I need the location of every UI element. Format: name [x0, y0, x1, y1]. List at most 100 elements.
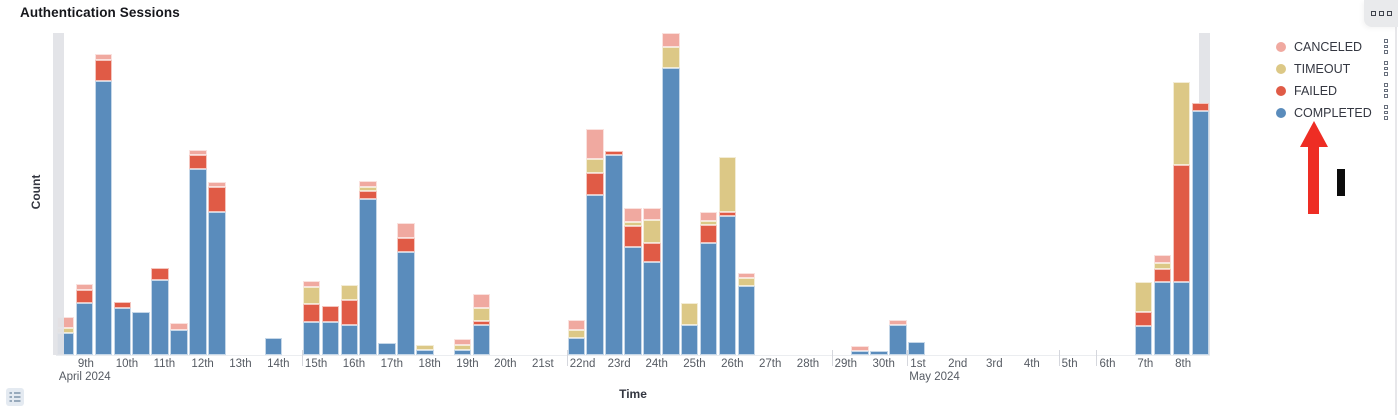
- bar-segment-canceled[interactable]: [699, 212, 718, 221]
- bar-segment-completed[interactable]: [378, 343, 396, 355]
- bar-segment-timeout[interactable]: [586, 159, 604, 173]
- bar-segment-completed[interactable]: [75, 303, 94, 355]
- bar-segment-completed[interactable]: [681, 325, 699, 355]
- bar-segment-canceled[interactable]: [586, 129, 604, 159]
- bar-segment-failed[interactable]: [189, 155, 207, 169]
- bar-segment-failed[interactable]: [94, 60, 112, 81]
- bar-segment-failed[interactable]: [359, 191, 377, 199]
- bar-segment-canceled[interactable]: [643, 208, 661, 220]
- bar-segment-canceled[interactable]: [454, 339, 472, 345]
- bar-segment-completed[interactable]: [662, 68, 680, 355]
- bar-segment-canceled[interactable]: [624, 208, 642, 222]
- bar-segment-completed[interactable]: [908, 342, 926, 355]
- bar-segment-timeout[interactable]: [567, 330, 585, 338]
- bar-segment-failed[interactable]: [643, 243, 661, 262]
- bar-segment-canceled[interactable]: [170, 323, 188, 330]
- bar-segment-completed[interactable]: [851, 351, 869, 355]
- bar-segment-canceled[interactable]: [189, 150, 207, 155]
- bar-segment-failed[interactable]: [113, 302, 131, 308]
- bar-segment-failed[interactable]: [472, 321, 491, 325]
- bar-segment-timeout[interactable]: [662, 47, 680, 68]
- bar-segment-timeout[interactable]: [359, 187, 377, 191]
- bar-segment-timeout[interactable]: [1135, 282, 1153, 312]
- bar-segment-canceled[interactable]: [567, 320, 585, 330]
- bar-segment-completed[interactable]: [302, 322, 321, 355]
- bar-segment-completed[interactable]: [454, 350, 472, 355]
- bar-segment-canceled[interactable]: [397, 223, 415, 238]
- bar-segment-timeout[interactable]: [718, 157, 737, 212]
- bar-segment-completed[interactable]: [1153, 282, 1172, 355]
- bar-segment-failed[interactable]: [1191, 103, 1210, 111]
- bar-segment-timeout[interactable]: [1153, 263, 1172, 269]
- bar-segment-failed[interactable]: [586, 173, 604, 195]
- bar-segment-completed[interactable]: [605, 155, 623, 355]
- bar-segment-failed[interactable]: [340, 300, 358, 325]
- legend-item-options-icon[interactable]: [1384, 83, 1388, 98]
- bar-segment-completed[interactable]: [624, 247, 642, 355]
- bar-segment-failed[interactable]: [321, 306, 339, 322]
- legend-item-canceled[interactable]: CANCELED: [1276, 36, 1396, 58]
- bar-segment-failed[interactable]: [1172, 165, 1191, 282]
- bar-segment-canceled[interactable]: [94, 54, 112, 60]
- bar-segment-timeout[interactable]: [1172, 82, 1191, 165]
- bar-segment-completed[interactable]: [113, 308, 131, 355]
- legend-item-options-icon[interactable]: [1384, 105, 1388, 120]
- bar-segment-failed[interactable]: [1135, 312, 1153, 326]
- bar-segment-timeout[interactable]: [699, 221, 718, 225]
- bar-segment-completed[interactable]: [151, 280, 169, 355]
- bar-segment-completed[interactable]: [643, 262, 661, 355]
- bar-segment-canceled[interactable]: [208, 182, 226, 187]
- bar-segment-completed[interactable]: [132, 312, 150, 355]
- bar-segment-failed[interactable]: [151, 268, 169, 280]
- panel-options-button[interactable]: [1364, 0, 1398, 27]
- bar-segment-canceled[interactable]: [1153, 255, 1172, 263]
- bar-segment-failed[interactable]: [699, 225, 718, 243]
- bar-segment-completed[interactable]: [889, 325, 907, 355]
- bar-segment-canceled[interactable]: [889, 320, 907, 325]
- legend-item-options-icon[interactable]: [1384, 61, 1388, 76]
- bar-segment-timeout[interactable]: [416, 345, 434, 350]
- bar-segment-timeout[interactable]: [472, 308, 491, 321]
- bar-segment-completed[interactable]: [170, 330, 188, 355]
- bar-segment-completed[interactable]: [94, 81, 112, 355]
- bar-segment-canceled[interactable]: [75, 284, 94, 290]
- bar-segment-failed[interactable]: [302, 304, 321, 322]
- bar-segment-timeout[interactable]: [624, 222, 642, 226]
- legend-item-completed[interactable]: COMPLETED: [1276, 102, 1396, 124]
- bar-segment-failed[interactable]: [718, 212, 737, 216]
- bar-segment-completed[interactable]: [870, 351, 888, 355]
- bar-segment-canceled[interactable]: [851, 346, 869, 351]
- bar-segment-canceled[interactable]: [737, 273, 756, 278]
- bar-segment-completed[interactable]: [1135, 326, 1153, 355]
- bar-segment-completed[interactable]: [1191, 111, 1210, 355]
- bar-segment-completed[interactable]: [567, 338, 585, 355]
- bar-segment-completed[interactable]: [586, 195, 604, 355]
- bar-segment-timeout[interactable]: [737, 278, 756, 286]
- bar-segment-completed[interactable]: [208, 212, 226, 355]
- bar-segment-completed[interactable]: [189, 169, 207, 355]
- bar-segment-timeout[interactable]: [302, 287, 321, 304]
- bar-segment-completed[interactable]: [340, 325, 358, 355]
- legend-item-failed[interactable]: FAILED: [1276, 80, 1396, 102]
- bar-segment-failed[interactable]: [624, 226, 642, 247]
- bar-segment-completed[interactable]: [321, 322, 339, 355]
- bar-segment-completed[interactable]: [1172, 282, 1191, 355]
- bar-segment-canceled[interactable]: [472, 294, 491, 308]
- legend-toggle-button[interactable]: [6, 388, 24, 406]
- bar-segment-timeout[interactable]: [454, 345, 472, 350]
- bar-segment-failed[interactable]: [75, 290, 94, 303]
- bar-segment-completed[interactable]: [397, 252, 415, 355]
- bar-segment-completed[interactable]: [737, 286, 756, 355]
- bar-segment-failed[interactable]: [397, 238, 415, 252]
- bar-segment-completed[interactable]: [264, 338, 283, 355]
- bar-segment-failed[interactable]: [208, 187, 226, 212]
- bar-segment-completed[interactable]: [416, 350, 434, 355]
- bar-segment-completed[interactable]: [472, 325, 491, 355]
- bar-segment-completed[interactable]: [718, 216, 737, 355]
- bar-segment-completed[interactable]: [359, 199, 377, 355]
- bar-segment-canceled[interactable]: [302, 281, 321, 287]
- bar-segment-timeout[interactable]: [643, 220, 661, 243]
- bar-segment-failed[interactable]: [605, 151, 623, 155]
- legend-item-timeout[interactable]: TIMEOUT: [1276, 58, 1396, 80]
